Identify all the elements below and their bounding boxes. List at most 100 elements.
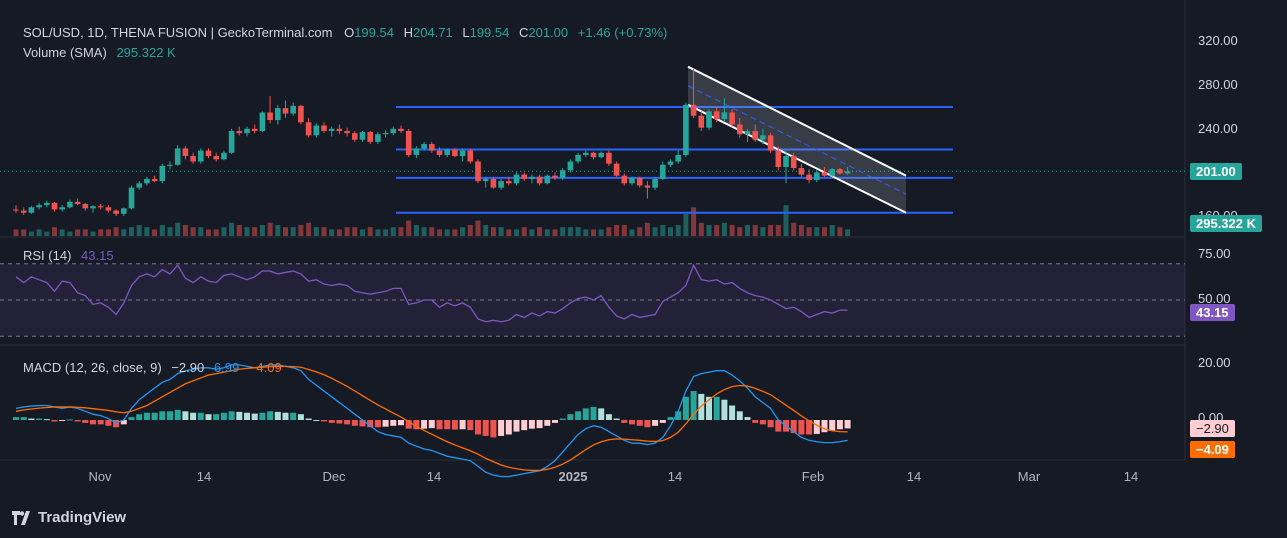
volume-bar (406, 220, 412, 236)
macd-hist-bar (605, 414, 612, 420)
candle-body (506, 181, 512, 184)
x-tick: Mar (1017, 469, 1041, 484)
tradingview-logo[interactable]: TradingView (12, 509, 126, 526)
macd-hist-bar (259, 412, 266, 420)
macd-hist-bar (90, 420, 96, 425)
candle-body (621, 175, 628, 184)
volume-bar (429, 227, 435, 236)
volume-bar (760, 227, 766, 236)
macd-hist-bar (136, 414, 143, 420)
volume-bar (321, 227, 327, 236)
candle-body (67, 201, 73, 208)
volume-bar (352, 227, 358, 236)
volume-bar (452, 229, 458, 236)
channel-upper (687, 65, 907, 177)
macd-hist-bar (475, 420, 481, 435)
macd-hist-bar (151, 412, 158, 420)
candle-body (236, 130, 243, 134)
macd-hist-bar (413, 420, 420, 430)
volume-bar (514, 229, 519, 236)
macd-hist-bar (613, 418, 620, 420)
rsi-label: RSI (14) (23, 248, 72, 263)
candle-body (575, 154, 581, 162)
candle-body (190, 156, 196, 162)
volume-bar (360, 229, 365, 236)
volume-bar (745, 225, 750, 236)
candle-body (559, 170, 566, 178)
macd-hist-bar (128, 417, 135, 420)
macd-tick: 20.00 (1198, 355, 1231, 370)
candle-body (490, 178, 497, 188)
macd-hist-bar (598, 408, 605, 420)
open-value: 199.54 (354, 25, 394, 40)
macd-hist-bar (213, 414, 220, 420)
volume-label: Volume (SMA) (23, 45, 107, 60)
volume-bar (644, 222, 650, 236)
volume-bar (614, 225, 620, 236)
candle-body (375, 134, 381, 142)
candle-body (444, 149, 450, 155)
macd-hist-bar (20, 417, 27, 420)
volume-bar (28, 231, 34, 236)
macd-hist-bar (428, 420, 435, 429)
macd-hist-bar (629, 420, 635, 425)
volume-bar (521, 227, 527, 236)
candle-body (328, 128, 335, 131)
volume-bar (159, 225, 165, 236)
macd-hist-bar (467, 420, 474, 431)
volume-bar (598, 229, 604, 236)
candle-body (844, 171, 851, 174)
volume-bar (221, 227, 227, 236)
macd-hist-bar (351, 420, 358, 426)
candle-body (544, 175, 551, 184)
macd-hist-value: −2.90 (171, 360, 205, 375)
macd-hist-bar (321, 420, 327, 422)
macd-hist-bar (167, 411, 173, 420)
candle-body (629, 177, 635, 184)
volume-bar (206, 229, 211, 236)
candle-body (174, 148, 181, 165)
candle-body (151, 178, 158, 182)
candle-body (698, 115, 705, 128)
candle-body (275, 108, 281, 121)
volume-bar (714, 225, 720, 236)
rsi-header: RSI (14) 43.15 (23, 248, 114, 264)
candle-body (636, 177, 643, 186)
macd-hist-bar (66, 419, 73, 421)
volume-bar (198, 227, 204, 236)
volume-bar (768, 225, 774, 236)
candle-body (521, 174, 527, 179)
volume-bar (52, 227, 57, 236)
candle-body (783, 156, 789, 167)
volume-bar (629, 229, 635, 236)
macd-hist-bar (182, 411, 189, 420)
volume-bar (129, 227, 134, 236)
candle-body (82, 204, 89, 209)
volume-bar (475, 220, 481, 236)
volume-bar (367, 227, 373, 236)
high-label: H (403, 25, 413, 40)
volume-bar (560, 227, 566, 236)
macd-hist-bar (528, 420, 535, 429)
volume-bar (637, 227, 643, 236)
candle-body (606, 152, 612, 164)
candle-body (814, 172, 820, 181)
candle-body (598, 152, 604, 158)
macd-hist-bar (336, 420, 343, 424)
macd-hist-bar (490, 420, 497, 438)
candle-body (775, 150, 782, 167)
macd-hist-bar (836, 420, 843, 430)
volume-bar (182, 225, 188, 236)
close-value: 201.00 (528, 25, 569, 40)
macd-hist-bar (390, 420, 397, 426)
macd-hist-bar (205, 414, 212, 420)
brand-label: TradingView (38, 509, 127, 526)
macd-hist-bar (359, 420, 366, 427)
candle-body (529, 176, 535, 179)
low-label: L (462, 25, 470, 40)
volume-bar (236, 225, 242, 236)
volume-bar (306, 222, 312, 236)
volume-bar (552, 229, 558, 236)
volume-bar (152, 229, 158, 236)
